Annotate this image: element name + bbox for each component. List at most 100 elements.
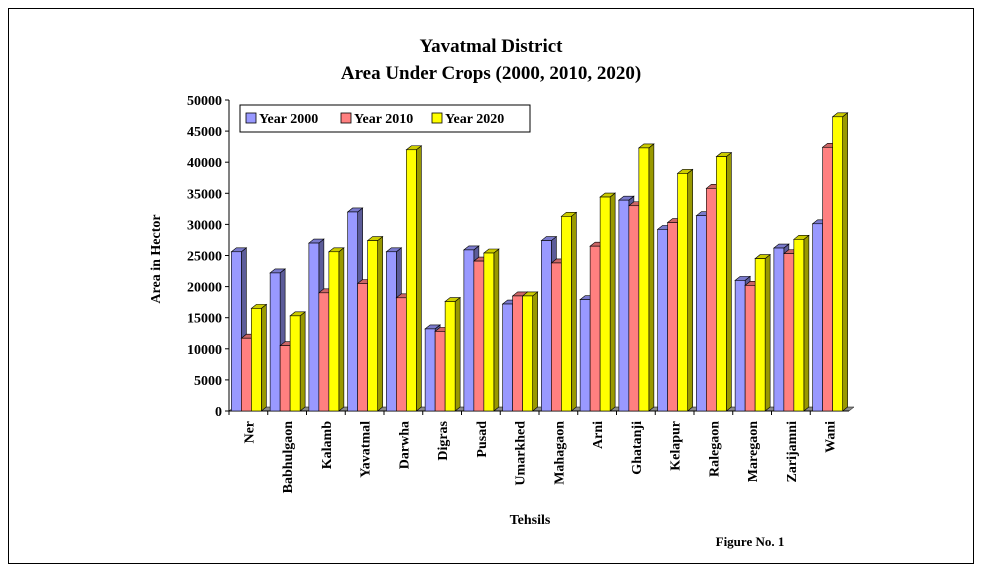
y-tick-label: 25000 <box>187 250 222 265</box>
bar <box>250 303 268 412</box>
bar-front <box>347 211 358 412</box>
bar <box>793 234 810 412</box>
bar <box>831 112 849 412</box>
x-tick-label: Umarkhed <box>514 421 529 486</box>
bar-front <box>551 262 562 412</box>
y-tick-label: 0 <box>215 405 222 420</box>
bar-side <box>764 253 771 412</box>
bar-front <box>734 280 746 412</box>
bar-front <box>541 240 552 412</box>
bar-front <box>396 297 407 412</box>
bar-front <box>289 315 301 412</box>
x-axis: Ner Babhulgaon Kalamb Yavatmal Darwha Digras P… <box>228 410 849 493</box>
legend-label: Year 2010 <box>354 112 413 127</box>
legend-box <box>239 104 531 133</box>
bar-front <box>812 223 823 412</box>
bar <box>483 248 500 412</box>
figure-label: Figure No. 1 <box>716 534 785 549</box>
y-tick-label: 50000 <box>187 94 222 109</box>
bar-side <box>687 168 693 412</box>
bar-side <box>571 211 577 412</box>
bar-side <box>532 291 538 412</box>
bar-front <box>773 247 785 412</box>
bar-side <box>338 247 345 412</box>
bar-side <box>803 234 810 412</box>
bar-front <box>241 337 252 412</box>
bar-front <box>473 260 485 412</box>
bar-side <box>454 296 461 412</box>
y-tick-label: 40000 <box>187 156 222 171</box>
bar-side <box>377 235 383 412</box>
bar-front <box>269 272 281 412</box>
bar-front <box>357 283 368 412</box>
y-tick-label: 10000 <box>187 343 222 358</box>
bar-side <box>842 112 848 412</box>
x-tick-label: Arni <box>591 421 606 449</box>
bar-front <box>667 222 678 412</box>
bar-front <box>308 242 320 412</box>
bar-side <box>299 311 306 412</box>
y-tick-label: 20000 <box>187 281 222 296</box>
x-axis-label: Tehsils <box>510 513 551 528</box>
bar-side <box>726 151 732 412</box>
bar-front <box>783 253 795 412</box>
bar-front <box>328 251 340 412</box>
bar-front <box>618 199 630 412</box>
bar-front <box>231 251 242 412</box>
bar <box>560 211 578 412</box>
bar-front <box>483 252 495 412</box>
bar-front <box>406 149 417 412</box>
bar <box>754 253 771 412</box>
legend-items: Year 2000 Year 2010 Year 2020 <box>245 112 504 127</box>
x-tick-label: Zarijamni <box>785 421 800 483</box>
bar <box>599 192 616 412</box>
bar-side <box>648 143 655 412</box>
bar <box>638 143 655 412</box>
y-axis-label: Area in Hector <box>149 214 164 303</box>
x-tick-label: Ralegaon <box>707 421 722 477</box>
bar <box>715 151 733 412</box>
bar-front <box>512 295 523 412</box>
bar-front <box>706 188 717 412</box>
bar-front <box>744 285 756 412</box>
bar-side <box>416 145 422 412</box>
bar-marks <box>230 112 849 412</box>
x-tick-label: Darwha <box>397 421 412 469</box>
chart-title: Yavatmal District <box>420 36 564 57</box>
bar-front <box>677 173 688 412</box>
x-tick-label: Yavatmal <box>359 421 374 478</box>
bar-front <box>579 299 591 412</box>
legend-swatch <box>340 112 352 124</box>
legend: Year 2000 Year 2010 Year 2020 <box>239 104 531 133</box>
legend-swatch <box>245 112 257 124</box>
bar-front <box>657 229 668 412</box>
bar <box>444 296 461 412</box>
bar <box>289 311 306 412</box>
bar-front <box>279 345 291 412</box>
y-tick-label: 5000 <box>194 374 222 389</box>
bar-front <box>318 292 330 412</box>
x-tick-label: Maregaon <box>746 421 761 482</box>
legend-label: Year 2020 <box>445 112 504 127</box>
bar-front <box>386 251 397 412</box>
x-tick-label: Ghatanji <box>630 421 645 475</box>
bar-front <box>793 239 805 412</box>
bar <box>366 235 384 412</box>
y-axis: 0 5000 10000 15000 20000 25000 30000 35000 40000… <box>187 94 230 420</box>
bar <box>328 247 345 412</box>
x-tick-label: Ner <box>242 421 257 444</box>
bar-side <box>609 192 616 412</box>
x-tick-label: Wani <box>824 421 839 453</box>
legend-label: Year 2000 <box>259 112 318 127</box>
bar-front <box>822 146 833 412</box>
bar <box>405 145 423 412</box>
bar-front <box>444 301 456 412</box>
chart-subtitle: Area Under Crops (2000, 2010, 2020) <box>341 63 641 84</box>
bar-front <box>522 295 533 412</box>
bar-front <box>754 258 766 412</box>
bar-side <box>493 248 500 412</box>
bar-front <box>251 308 262 412</box>
bar <box>521 291 539 412</box>
bar-front <box>589 245 601 412</box>
